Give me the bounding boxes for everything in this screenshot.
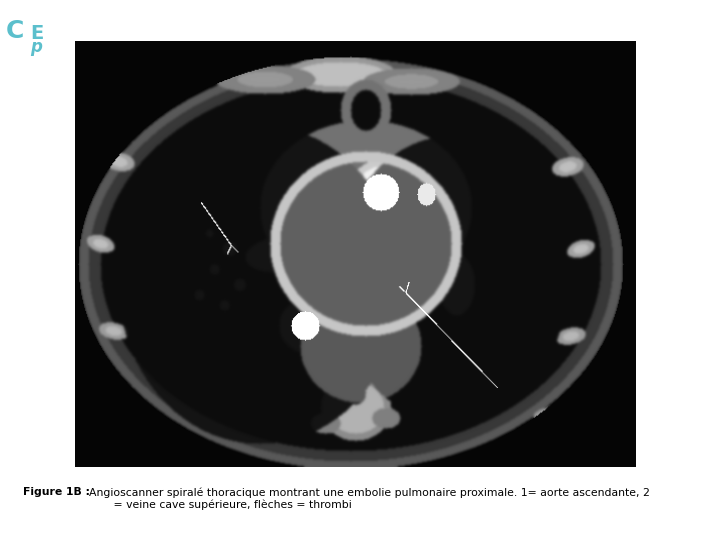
Text: E: E xyxy=(30,24,43,43)
Text: Angioscanner spiralé thoracique montrant une embolie pulmonaire proximale. 1= ao: Angioscanner spiralé thoracique montrant… xyxy=(89,487,650,510)
Text: C: C xyxy=(6,19,24,43)
Text: Figure 1B :: Figure 1B : xyxy=(23,487,94,497)
Text: p: p xyxy=(30,38,42,56)
